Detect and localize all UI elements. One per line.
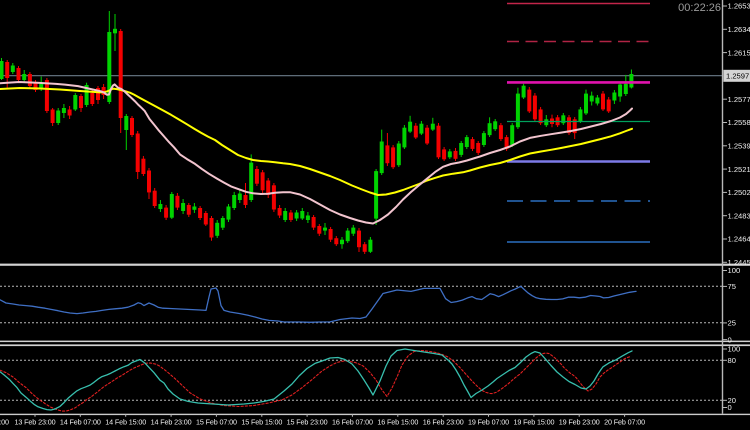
svg-text:13 Feb 23:00: 13 Feb 23:00 bbox=[15, 418, 56, 427]
svg-text:1.2464: 1.2464 bbox=[728, 235, 750, 244]
svg-text:20 Feb 07:00: 20 Feb 07:00 bbox=[604, 418, 645, 427]
svg-text:75: 75 bbox=[728, 282, 736, 291]
svg-text:0: 0 bbox=[728, 403, 732, 412]
svg-text:15:00: 15:00 bbox=[0, 418, 9, 427]
svg-text:16 Feb 15:00: 16 Feb 15:00 bbox=[377, 418, 418, 427]
svg-text:25: 25 bbox=[728, 319, 736, 328]
svg-text:20: 20 bbox=[728, 396, 736, 405]
svg-text:1.2615: 1.2615 bbox=[728, 48, 750, 57]
svg-text:15 Feb 15:00: 15 Feb 15:00 bbox=[241, 418, 282, 427]
svg-text:16 Feb 23:00: 16 Feb 23:00 bbox=[423, 418, 464, 427]
svg-text:19 Feb 07:00: 19 Feb 07:00 bbox=[468, 418, 509, 427]
svg-text:14 Feb 15:00: 14 Feb 15:00 bbox=[105, 418, 146, 427]
svg-text:16 Feb 07:00: 16 Feb 07:00 bbox=[332, 418, 373, 427]
svg-text:14 Feb 23:00: 14 Feb 23:00 bbox=[151, 418, 192, 427]
svg-text:1.2577: 1.2577 bbox=[728, 95, 750, 104]
svg-text:0: 0 bbox=[728, 335, 732, 344]
svg-text:15 Feb 07:00: 15 Feb 07:00 bbox=[196, 418, 237, 427]
svg-text:1.2445: 1.2445 bbox=[728, 258, 750, 267]
svg-text:00:22:26: 00:22:26 bbox=[678, 2, 721, 14]
svg-text:19 Feb 23:00: 19 Feb 23:00 bbox=[559, 418, 600, 427]
svg-text:1.2502: 1.2502 bbox=[728, 188, 750, 197]
svg-text:100: 100 bbox=[728, 266, 741, 275]
svg-text:1.2597: 1.2597 bbox=[726, 72, 749, 81]
svg-text:1.2539: 1.2539 bbox=[728, 142, 750, 151]
svg-text:100: 100 bbox=[728, 345, 741, 354]
svg-text:1.2558: 1.2558 bbox=[728, 118, 750, 127]
svg-text:1.2483: 1.2483 bbox=[728, 211, 750, 220]
svg-text:14 Feb 07:00: 14 Feb 07:00 bbox=[60, 418, 101, 427]
svg-text:1.2653: 1.2653 bbox=[728, 2, 750, 11]
svg-text:80: 80 bbox=[728, 356, 736, 365]
svg-text:19 Feb 15:00: 19 Feb 15:00 bbox=[513, 418, 554, 427]
svg-text:1.2634: 1.2634 bbox=[728, 25, 750, 34]
svg-text:15 Feb 23:00: 15 Feb 23:00 bbox=[287, 418, 328, 427]
svg-text:1.2521: 1.2521 bbox=[728, 165, 750, 174]
